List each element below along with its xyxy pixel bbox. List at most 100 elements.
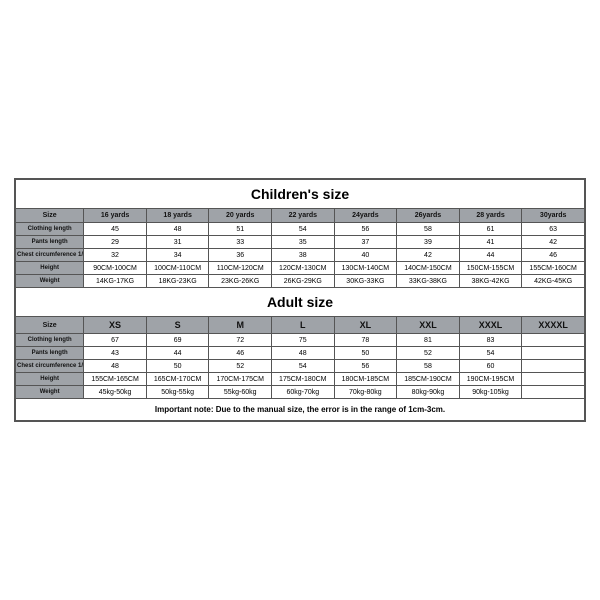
cell: 45kg-50kg: [84, 386, 147, 399]
cell: 40: [334, 249, 397, 262]
cell: 54: [272, 360, 335, 373]
cell: 45: [84, 223, 147, 236]
row-label: Pants length: [16, 236, 84, 249]
cell: 110CM-120CM: [209, 262, 272, 275]
important-note: Important note: Due to the manual size, …: [16, 399, 585, 421]
cell: 155CM-160CM: [522, 262, 585, 275]
cell: 50: [334, 347, 397, 360]
cell: 32: [84, 249, 147, 262]
cell: 60kg-70kg: [272, 386, 335, 399]
cell: 72: [209, 334, 272, 347]
cell: 55kg-60kg: [209, 386, 272, 399]
cell: [522, 347, 585, 360]
cell: 50kg-55kg: [146, 386, 209, 399]
row-label: Pants length: [16, 347, 84, 360]
table-row: Clothing length 45 48 51 54 56 58 61 63: [16, 223, 585, 236]
cell: 42: [397, 249, 460, 262]
cell: 39: [397, 236, 460, 249]
cell: 48: [146, 223, 209, 236]
col-header: S: [146, 317, 209, 334]
cell: [522, 334, 585, 347]
cell: 48: [84, 360, 147, 373]
col-header: XS: [84, 317, 147, 334]
table-row: Clothing length 67 69 72 75 78 81 83: [16, 334, 585, 347]
cell: [522, 386, 585, 399]
cell: 56: [334, 360, 397, 373]
cell: 26KG-29KG: [272, 275, 335, 288]
cell: 23KG-26KG: [209, 275, 272, 288]
col-header: 24yards: [334, 209, 397, 223]
col-header: XXL: [397, 317, 460, 334]
cell: 37: [334, 236, 397, 249]
cell: [522, 373, 585, 386]
cell: 155CM-165CM: [84, 373, 147, 386]
row-label: Height: [16, 373, 84, 386]
cell: 67: [84, 334, 147, 347]
cell: 43: [84, 347, 147, 360]
cell: 41: [459, 236, 522, 249]
cell: 90CM-100CM: [84, 262, 147, 275]
col-header: 26yards: [397, 209, 460, 223]
cell: 46: [522, 249, 585, 262]
cell: 190CM-195CM: [459, 373, 522, 386]
row-label: Weight: [16, 386, 84, 399]
cell: 52: [397, 347, 460, 360]
row-label: Chest circumference 1/2: [16, 249, 84, 262]
col-header: XXXXL: [522, 317, 585, 334]
table-row: Height 90CM-100CM 100CM-110CM 110CM-120C…: [16, 262, 585, 275]
cell: 165CM-170CM: [146, 373, 209, 386]
cell: 51: [209, 223, 272, 236]
row-label: Weight: [16, 275, 84, 288]
col-header: XL: [334, 317, 397, 334]
cell: 38KG-42KG: [459, 275, 522, 288]
children-title: Children's size: [16, 180, 585, 209]
table-row: Weight 45kg-50kg 50kg-55kg 55kg-60kg 60k…: [16, 386, 585, 399]
col-header: L: [272, 317, 335, 334]
cell: 38: [272, 249, 335, 262]
row-label: Clothing length: [16, 334, 84, 347]
cell: 52: [209, 360, 272, 373]
cell: 78: [334, 334, 397, 347]
table-row: Pants length 43 44 46 48 50 52 54: [16, 347, 585, 360]
cell: 150CM-155CM: [459, 262, 522, 275]
cell: 18KG-23KG: [146, 275, 209, 288]
col-header: 28 yards: [459, 209, 522, 223]
row-label: Chest circumference 1/2: [16, 360, 84, 373]
cell: 46: [209, 347, 272, 360]
cell: 75: [272, 334, 335, 347]
cell: 61: [459, 223, 522, 236]
cell: 175CM-180CM: [272, 373, 335, 386]
cell: 33KG-38KG: [397, 275, 460, 288]
cell: 70kg-80kg: [334, 386, 397, 399]
adult-title: Adult size: [16, 288, 585, 317]
col-header: 20 yards: [209, 209, 272, 223]
cell: 81: [397, 334, 460, 347]
table-row: Pants length 29 31 33 35 37 39 41 42: [16, 236, 585, 249]
cell: 36: [209, 249, 272, 262]
col-header: 16 yards: [84, 209, 147, 223]
cell: 58: [397, 223, 460, 236]
table-row: Chest circumference 1/2 48 50 52 54 56 5…: [16, 360, 585, 373]
cell: 54: [272, 223, 335, 236]
row-label: Clothing length: [16, 223, 84, 236]
cell: 34: [146, 249, 209, 262]
table-row: Weight 14KG-17KG 18KG-23KG 23KG-26KG 26K…: [16, 275, 585, 288]
cell: 54: [459, 347, 522, 360]
col-header: M: [209, 317, 272, 334]
cell: 35: [272, 236, 335, 249]
cell: 90kg-105kg: [459, 386, 522, 399]
cell: 80kg-90kg: [397, 386, 460, 399]
cell: 100CM-110CM: [146, 262, 209, 275]
col-header: Size: [16, 317, 84, 334]
cell: 14KG-17KG: [84, 275, 147, 288]
cell: 42: [522, 236, 585, 249]
cell: 48: [272, 347, 335, 360]
cell: 69: [146, 334, 209, 347]
cell: 30KG-33KG: [334, 275, 397, 288]
cell: 130CM-140CM: [334, 262, 397, 275]
cell: [522, 360, 585, 373]
table-row: Height 155CM-165CM 165CM-170CM 170CM-175…: [16, 373, 585, 386]
cell: 120CM-130CM: [272, 262, 335, 275]
cell: 140CM-150CM: [397, 262, 460, 275]
cell: 60: [459, 360, 522, 373]
